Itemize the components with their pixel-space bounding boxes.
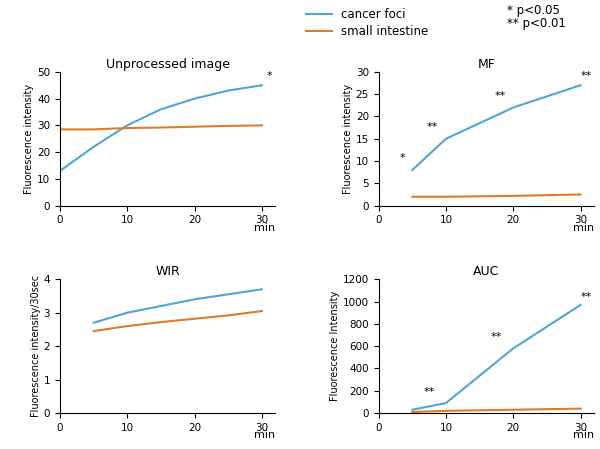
Text: *: * <box>267 71 273 81</box>
Text: **: ** <box>424 387 435 397</box>
Text: min: min <box>573 223 594 233</box>
Text: **: ** <box>427 122 438 132</box>
Text: **: ** <box>494 91 505 101</box>
Text: min: min <box>254 223 275 233</box>
Y-axis label: Fluorescence intensity: Fluorescence intensity <box>25 84 34 194</box>
Text: min: min <box>254 431 275 440</box>
Title: AUC: AUC <box>473 265 500 278</box>
Text: * p<0.05: * p<0.05 <box>507 4 560 17</box>
Text: **: ** <box>580 71 592 81</box>
Title: WIR: WIR <box>155 265 180 278</box>
Text: min: min <box>573 431 594 440</box>
Text: *: * <box>400 153 405 163</box>
Legend: cancer foci, small intestine: cancer foci, small intestine <box>306 8 428 38</box>
Y-axis label: Fluorescence intensity: Fluorescence intensity <box>343 84 353 194</box>
Text: **: ** <box>491 332 502 342</box>
Y-axis label: Fluorescence Intensity: Fluorescence Intensity <box>330 291 340 401</box>
Text: **: ** <box>580 291 592 302</box>
Text: ** p<0.01: ** p<0.01 <box>507 17 566 30</box>
Title: Unprocessed image: Unprocessed image <box>106 57 230 70</box>
Y-axis label: Fluorescence intensity/30sec: Fluorescence intensity/30sec <box>31 275 41 417</box>
Title: MF: MF <box>478 57 495 70</box>
